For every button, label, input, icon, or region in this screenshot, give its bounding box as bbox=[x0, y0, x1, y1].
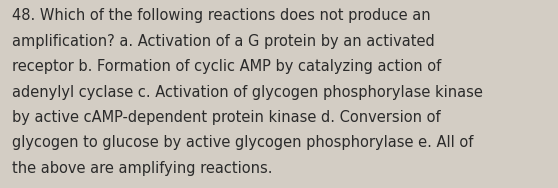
Text: adenylyl cyclase c. Activation of glycogen phosphorylase kinase: adenylyl cyclase c. Activation of glycog… bbox=[12, 85, 483, 100]
Text: 48. Which of the following reactions does not produce an: 48. Which of the following reactions doe… bbox=[12, 8, 431, 24]
Text: glycogen to glucose by active glycogen phosphorylase e. All of: glycogen to glucose by active glycogen p… bbox=[12, 135, 474, 150]
Text: amplification? a. Activation of a G protein by an activated: amplification? a. Activation of a G prot… bbox=[12, 34, 435, 49]
Text: the above are amplifying reactions.: the above are amplifying reactions. bbox=[12, 161, 273, 176]
Text: receptor b. Formation of cyclic AMP by catalyzing action of: receptor b. Formation of cyclic AMP by c… bbox=[12, 59, 441, 74]
Text: by active cAMP-dependent protein kinase d. Conversion of: by active cAMP-dependent protein kinase … bbox=[12, 110, 441, 125]
